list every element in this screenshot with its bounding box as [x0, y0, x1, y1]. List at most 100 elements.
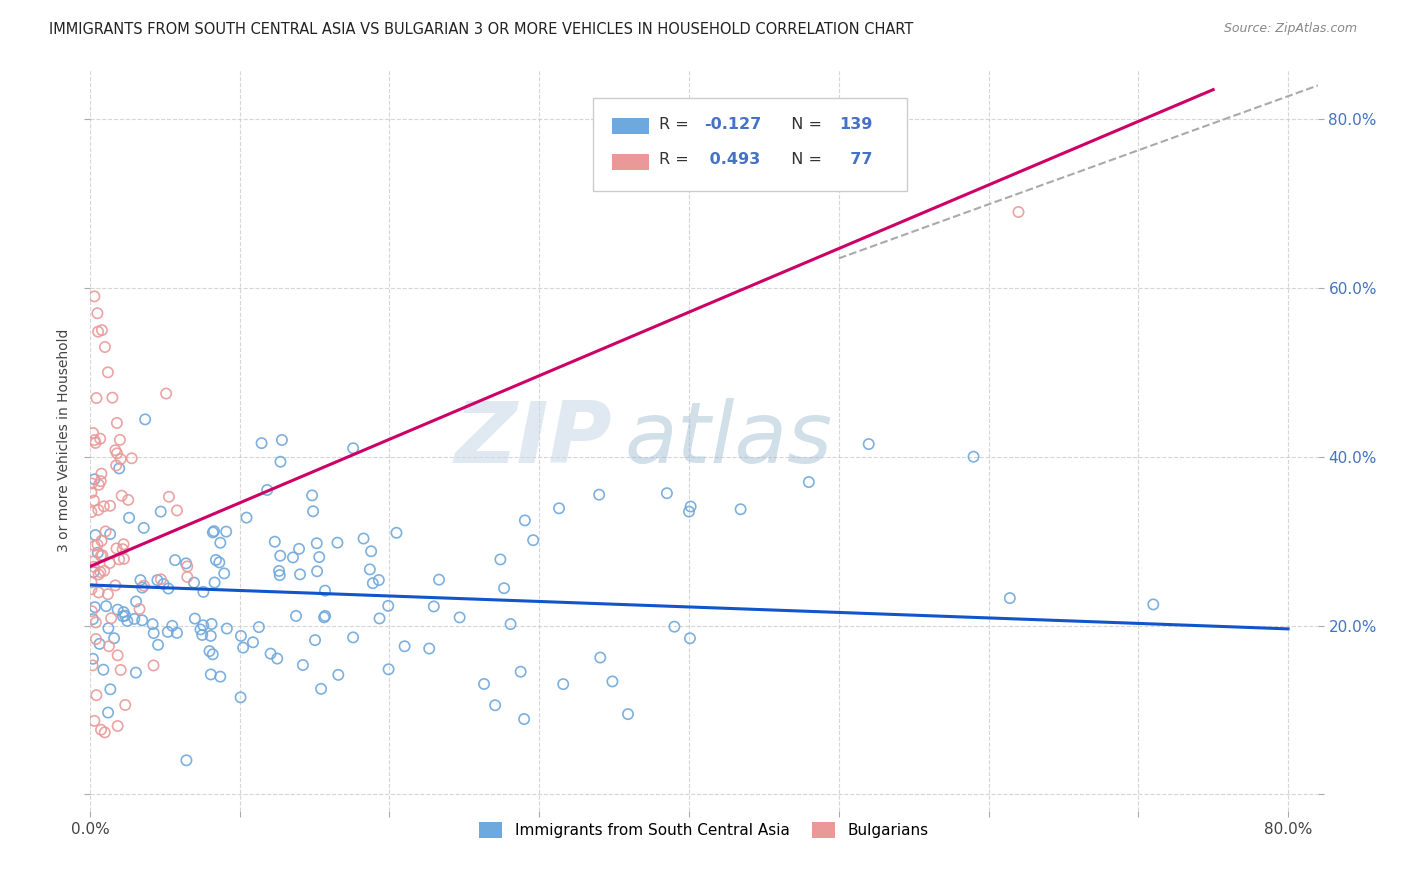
Point [589, 650, 612, 665]
Point [176, 570, 198, 584]
Point [301, 488, 323, 502]
Point [83, 565, 105, 579]
Point [142, 617, 165, 632]
Point [83, 600, 105, 615]
Point [602, 674, 624, 689]
Point [204, 575, 226, 590]
Point [121, 451, 143, 466]
Point [80, 575, 103, 590]
Text: N =: N = [782, 153, 828, 168]
Point [367, 573, 389, 587]
Point [97, 365, 120, 379]
Point [108, 461, 131, 475]
Legend: Immigrants from South Central Asia, Bulgarians: Immigrants from South Central Asia, Bulg… [474, 816, 935, 845]
Point [83, 714, 105, 728]
Point [314, 609, 336, 624]
Point [83, 493, 105, 508]
Point [97, 587, 120, 601]
Point [962, 450, 984, 464]
Point [142, 626, 165, 640]
Point [368, 611, 391, 625]
Point [162, 619, 184, 633]
Point [193, 618, 215, 632]
Point [548, 501, 571, 516]
Point [202, 524, 225, 538]
Point [730, 502, 752, 516]
Point [797, 475, 820, 489]
Point [489, 552, 512, 566]
Point [94, 524, 117, 539]
Point [200, 629, 222, 643]
Point [269, 568, 291, 582]
Point [198, 644, 221, 658]
Point [82, 425, 104, 440]
Point [117, 614, 139, 628]
Point [156, 624, 179, 639]
Text: 139: 139 [839, 117, 873, 132]
Point [86, 391, 108, 405]
Point [83, 472, 105, 486]
Point [87, 546, 110, 560]
Point [80, 505, 103, 519]
Point [83, 433, 105, 447]
Point [84, 528, 107, 542]
Point [492, 581, 515, 595]
Point [89, 565, 111, 579]
Text: Source: ZipAtlas.com: Source: ZipAtlas.com [1223, 22, 1357, 36]
Point [87, 503, 110, 517]
Point [107, 719, 129, 733]
Point [267, 564, 290, 578]
FancyBboxPatch shape [612, 154, 648, 170]
Point [105, 458, 128, 473]
Point [263, 534, 285, 549]
Point [80, 582, 103, 597]
Point [359, 562, 381, 576]
Point [328, 668, 350, 682]
Point [509, 665, 531, 679]
Point [215, 524, 238, 539]
Text: 0.493: 0.493 [704, 153, 761, 168]
Point [107, 648, 129, 663]
Point [108, 552, 131, 566]
Point [83, 539, 105, 553]
Point [86, 688, 108, 702]
Point [679, 500, 702, 514]
Point [326, 535, 349, 549]
Point [305, 536, 328, 550]
Point [302, 504, 325, 518]
Point [146, 638, 169, 652]
Point [191, 628, 214, 642]
Point [98, 682, 121, 697]
Point [617, 707, 640, 722]
Point [93, 500, 115, 514]
Point [97, 706, 120, 720]
Point [183, 575, 205, 590]
Point [377, 599, 399, 613]
Point [427, 573, 450, 587]
FancyBboxPatch shape [593, 98, 907, 191]
Point [80, 604, 103, 618]
Point [235, 510, 257, 524]
Point [97, 621, 120, 635]
Point [242, 635, 264, 649]
Point [484, 698, 506, 713]
Point [87, 477, 110, 491]
Point [678, 505, 700, 519]
Point [174, 557, 197, 571]
Point [149, 505, 172, 519]
Point [250, 436, 273, 450]
Text: ZIP: ZIP [454, 399, 612, 482]
Point [157, 582, 180, 596]
Point [208, 555, 231, 569]
Point [84, 615, 107, 630]
Point [82, 652, 104, 666]
Point [281, 550, 304, 565]
Point [89, 637, 111, 651]
Point [291, 658, 314, 673]
Point [104, 578, 127, 592]
Point [377, 662, 399, 676]
Point [107, 602, 129, 616]
Point [104, 443, 127, 458]
Point [90, 549, 112, 563]
Point [131, 613, 153, 627]
